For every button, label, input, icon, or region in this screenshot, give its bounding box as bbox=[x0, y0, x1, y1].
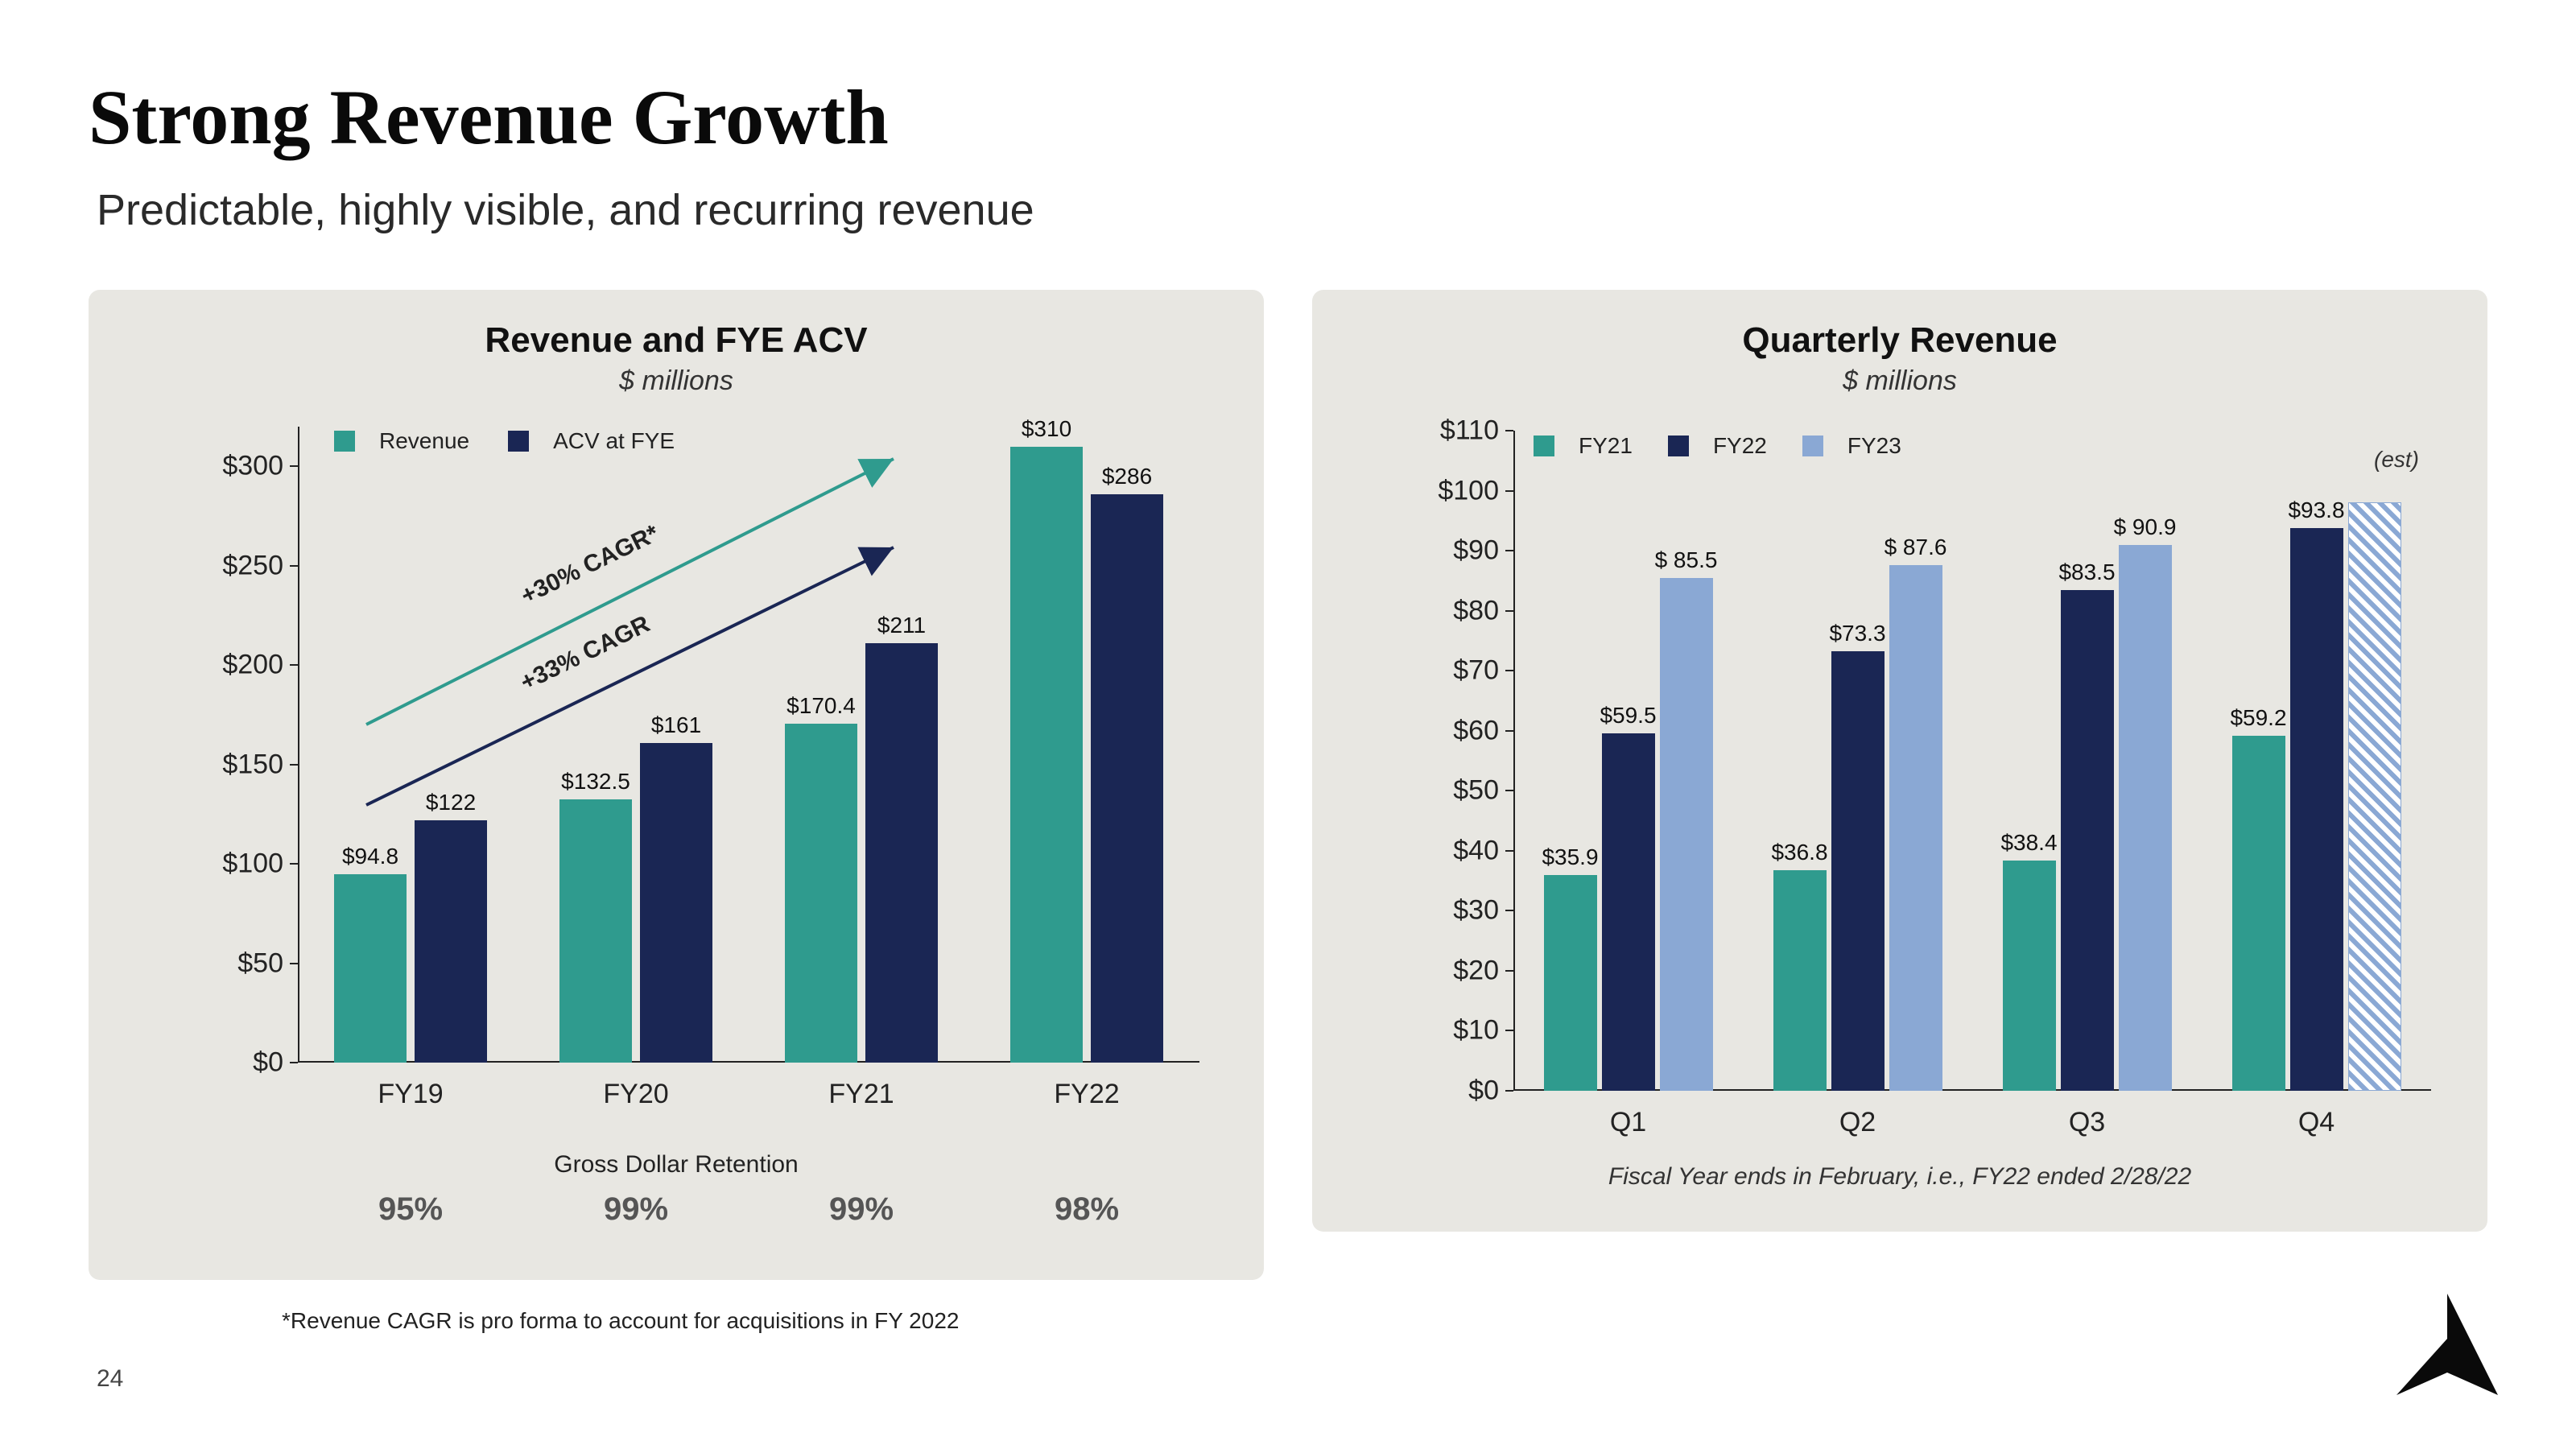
left-chart-subtitle: $ millions bbox=[89, 365, 1264, 397]
retention-value: 99% bbox=[604, 1191, 668, 1228]
y-tick-label: $150 bbox=[222, 749, 298, 780]
bar-fy23: $ 90.9 bbox=[2119, 545, 2172, 1091]
x-tick-label: Q2 bbox=[1839, 1091, 1876, 1138]
bar-fy23: $ 87.6 bbox=[1889, 565, 1942, 1091]
y-tick-label: $200 bbox=[222, 650, 298, 681]
bar-label: $38.4 bbox=[2000, 830, 2057, 861]
bar-fy23: $ 85.5 bbox=[1660, 578, 1713, 1091]
y-tick-label: $110 bbox=[1440, 415, 1513, 447]
bar-label: $94.8 bbox=[342, 844, 398, 874]
page-number: 24 bbox=[97, 1365, 123, 1393]
bar-label: $ 87.6 bbox=[1885, 535, 1947, 565]
page-subtitle: Predictable, highly visible, and recurri… bbox=[97, 185, 1034, 235]
bar-fy22: $93.8 bbox=[2290, 528, 2343, 1091]
bar-fy22: $73.3 bbox=[1831, 651, 1885, 1091]
right-footnote: Fiscal Year ends in February, i.e., FY22… bbox=[1312, 1163, 2487, 1191]
right-panel: Quarterly Revenue $ millions FY21 FY22 F… bbox=[1312, 290, 2487, 1232]
bar-label: $211 bbox=[877, 613, 926, 643]
x-tick-label: FY22 bbox=[1054, 1063, 1119, 1110]
x-tick-label: Q3 bbox=[2069, 1091, 2105, 1138]
bar-label: $93.8 bbox=[2288, 497, 2344, 528]
bar-fy21: $35.9 bbox=[1544, 875, 1597, 1091]
bar-fy22: $59.5 bbox=[1602, 733, 1655, 1091]
x-tick-label: Q1 bbox=[1610, 1091, 1646, 1138]
retention-value: 95% bbox=[378, 1191, 443, 1228]
y-tick-label: $50 bbox=[237, 947, 298, 979]
y-tick-label: $30 bbox=[1453, 895, 1513, 927]
y-tick-label: $300 bbox=[222, 451, 298, 482]
bar-label: $ 85.5 bbox=[1655, 547, 1718, 578]
y-tick-label: $70 bbox=[1453, 655, 1513, 687]
y-tick-label: $250 bbox=[222, 550, 298, 581]
y-tick-label: $20 bbox=[1453, 955, 1513, 986]
y-tick-label: $90 bbox=[1453, 535, 1513, 567]
y-tick-label: $80 bbox=[1453, 595, 1513, 626]
x-tick-label: FY19 bbox=[378, 1063, 443, 1110]
bar-acv-at-fye: $122 bbox=[415, 820, 487, 1063]
y-tick-label: $100 bbox=[222, 848, 298, 880]
retention-title: Gross Dollar Retention bbox=[89, 1151, 1264, 1179]
bar-fy22: $83.5 bbox=[2061, 590, 2114, 1091]
right-chart-subtitle: $ millions bbox=[1312, 365, 2487, 397]
bar-label: $310 bbox=[1022, 416, 1071, 447]
bar-label: $73.3 bbox=[1829, 621, 1885, 651]
bar-label: $132.5 bbox=[561, 769, 630, 799]
bar-label: $286 bbox=[1102, 464, 1152, 494]
bar-revenue: $132.5 bbox=[559, 799, 632, 1063]
y-axis-line bbox=[1513, 431, 1515, 1091]
company-logo-icon bbox=[2391, 1288, 2504, 1401]
x-tick-label: FY21 bbox=[828, 1063, 894, 1110]
bar-fy21: $59.2 bbox=[2232, 736, 2285, 1091]
bar-label: $59.5 bbox=[1600, 703, 1656, 733]
bar-label: $36.8 bbox=[1771, 840, 1827, 870]
bar-label: $ 90.9 bbox=[2114, 514, 2177, 545]
bar-label: $83.5 bbox=[2058, 559, 2115, 590]
y-tick-label: $40 bbox=[1453, 835, 1513, 866]
left-plot: +30% CAGR* +33% CAGR $0$50$100$150$200$2… bbox=[298, 427, 1199, 1063]
bar-label: $122 bbox=[426, 790, 476, 820]
bar-revenue: $310 bbox=[1010, 447, 1083, 1063]
right-plot: $0$10$20$30$40$50$60$70$80$90$100$110Q1$… bbox=[1513, 431, 2431, 1091]
right-chart-title: Quarterly Revenue bbox=[1312, 320, 2487, 361]
retention-value: 99% bbox=[829, 1191, 894, 1228]
y-tick-label: $100 bbox=[1438, 475, 1513, 506]
retention-value: 98% bbox=[1055, 1191, 1119, 1228]
x-tick-label: FY20 bbox=[603, 1063, 668, 1110]
bar-label: $170.4 bbox=[786, 693, 856, 724]
left-panel: Revenue and FYE ACV $ millions Revenue A… bbox=[89, 290, 1264, 1280]
y-tick-label: $50 bbox=[1453, 775, 1513, 807]
bar-label: $161 bbox=[651, 712, 701, 743]
y-tick-label: $60 bbox=[1453, 715, 1513, 746]
left-footnote: *Revenue CAGR is pro forma to account fo… bbox=[282, 1308, 959, 1334]
y-tick-label: $10 bbox=[1453, 1015, 1513, 1046]
left-chart-title: Revenue and FYE ACV bbox=[89, 320, 1264, 361]
bar-fy23 bbox=[2348, 502, 2401, 1091]
page-title: Strong Revenue Growth bbox=[89, 72, 889, 162]
bar-label: $59.2 bbox=[2230, 705, 2286, 736]
x-tick-label: Q4 bbox=[2298, 1091, 2334, 1138]
bar-revenue: $170.4 bbox=[785, 724, 857, 1063]
bar-acv-at-fye: $161 bbox=[640, 743, 712, 1063]
bar-revenue: $94.8 bbox=[334, 874, 407, 1063]
bar-acv-at-fye: $211 bbox=[865, 643, 938, 1063]
bar-fy21: $36.8 bbox=[1773, 870, 1827, 1091]
est-label: (est) bbox=[2374, 447, 2419, 473]
bar-acv-at-fye: $286 bbox=[1091, 494, 1163, 1063]
bar-label: $35.9 bbox=[1542, 844, 1598, 875]
bar-fy21: $38.4 bbox=[2003, 861, 2056, 1091]
